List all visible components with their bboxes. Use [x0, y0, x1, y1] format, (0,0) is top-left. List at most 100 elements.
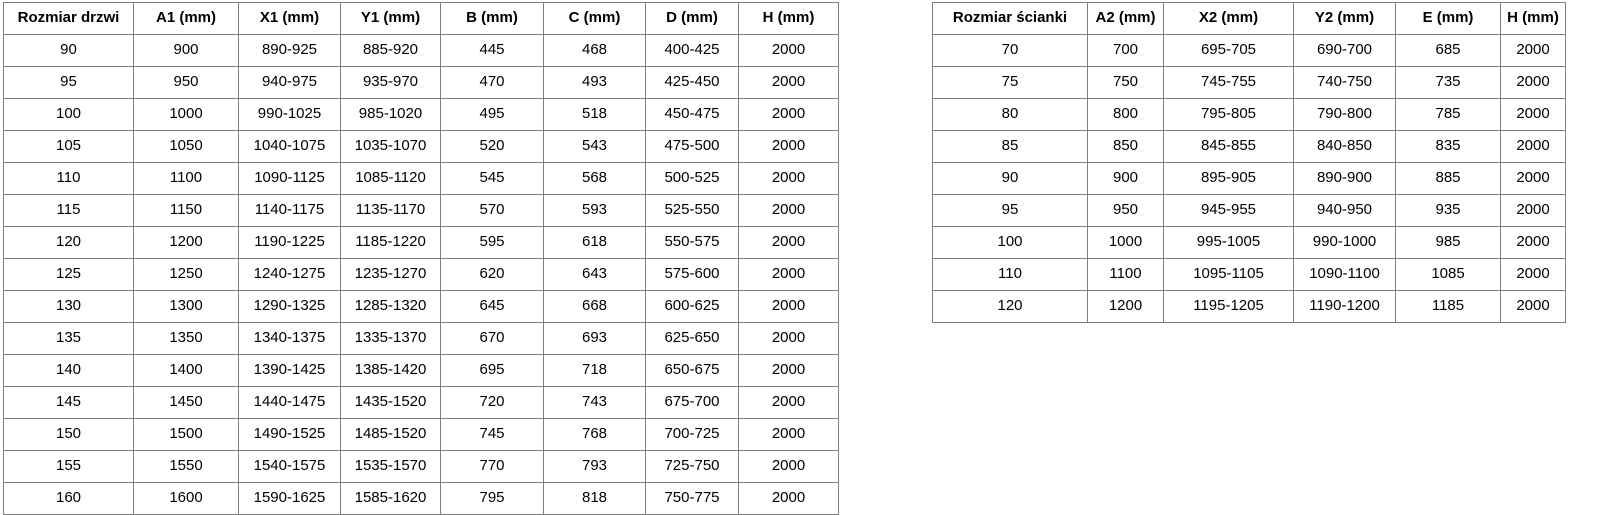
- doors-cell-r5-c3: 1135-1170: [340, 194, 441, 227]
- doors-specification-table: Rozmiar drzwi A1 (mm) X1 (mm) Y1 (mm) B (mm)…: [3, 2, 839, 515]
- walls-cell-r3-c4: 835: [1395, 130, 1501, 163]
- walls-table-body: 70 700 695-705 690-700 685 2000 75 750 745-755 74…: [932, 34, 1566, 323]
- walls-cell-r0-c1: 700: [1087, 34, 1164, 67]
- doors-cell-r3-c4: 520: [440, 130, 544, 163]
- doors-cell-r11-c3: 1435-1520: [340, 386, 441, 419]
- table-row: 105 1050 1040-1075 1035-1070 520 543 475-500 20…: [3, 130, 839, 163]
- doors-column-header-2: X1 (mm): [238, 2, 341, 35]
- doors-cell-r5-c5: 593: [543, 194, 646, 227]
- walls-cell-r6-c2: 995-1005: [1163, 226, 1294, 259]
- doors-cell-r12-c6: 700-725: [645, 418, 739, 451]
- doors-cell-r1-c5: 493: [543, 66, 646, 99]
- walls-cell-r3-c5: 2000: [1500, 130, 1566, 163]
- walls-cell-r2-c5: 2000: [1500, 98, 1566, 131]
- doors-cell-r5-c7: 2000: [738, 194, 839, 227]
- doors-cell-r1-c3: 935-970: [340, 66, 441, 99]
- doors-cell-r6-c4: 595: [440, 226, 544, 259]
- doors-cell-r14-c2: 1590-1625: [238, 482, 341, 515]
- doors-cell-r12-c1: 1500: [133, 418, 239, 451]
- walls-specification-table: Rozmiar ścianki A2 (mm) X2 (mm) Y2 (mm) E (m…: [932, 2, 1566, 323]
- doors-cell-r0-c6: 400-425: [645, 34, 739, 67]
- doors-cell-r9-c3: 1335-1370: [340, 322, 441, 355]
- doors-cell-r7-c5: 643: [543, 258, 646, 291]
- table-row: 115 1150 1140-1175 1135-1170 570 593 525-550 20…: [3, 194, 839, 227]
- doors-cell-r6-c7: 2000: [738, 226, 839, 259]
- walls-cell-r8-c5: 2000: [1500, 290, 1566, 323]
- walls-cell-r4-c1: 900: [1087, 162, 1164, 195]
- doors-cell-r6-c1: 1200: [133, 226, 239, 259]
- walls-cell-r7-c5: 2000: [1500, 258, 1566, 291]
- table-row: 75 750 745-755 740-750 735 2000: [932, 66, 1566, 99]
- doors-cell-r0-c4: 445: [440, 34, 544, 67]
- doors-cell-r8-c2: 1290-1325: [238, 290, 341, 323]
- doors-cell-r3-c2: 1040-1075: [238, 130, 341, 163]
- doors-cell-r7-c3: 1235-1270: [340, 258, 441, 291]
- table-row: 110 1100 1090-1125 1085-1120 545 568 500-525 20…: [3, 162, 839, 195]
- doors-cell-r8-c0: 130: [3, 290, 134, 323]
- doors-cell-r13-c2: 1540-1575: [238, 450, 341, 483]
- walls-table-container: Rozmiar ścianki A2 (mm) X2 (mm) Y2 (mm) E (m…: [932, 2, 1566, 323]
- walls-cell-r6-c0: 100: [932, 226, 1088, 259]
- doors-cell-r5-c6: 525-550: [645, 194, 739, 227]
- doors-cell-r2-c7: 2000: [738, 98, 839, 131]
- doors-cell-r9-c0: 135: [3, 322, 134, 355]
- doors-cell-r8-c3: 1285-1320: [340, 290, 441, 323]
- walls-column-header-0: Rozmiar ścianki: [932, 2, 1088, 35]
- doors-cell-r3-c7: 2000: [738, 130, 839, 163]
- doors-cell-r13-c5: 793: [543, 450, 646, 483]
- table-row: 70 700 695-705 690-700 685 2000: [932, 34, 1566, 67]
- doors-cell-r1-c7: 2000: [738, 66, 839, 99]
- doors-cell-r7-c1: 1250: [133, 258, 239, 291]
- doors-cell-r10-c5: 718: [543, 354, 646, 387]
- doors-cell-r11-c0: 145: [3, 386, 134, 419]
- doors-cell-r11-c2: 1440-1475: [238, 386, 341, 419]
- table-row: 90 900 890-925 885-920 445 468 400-425 2000: [3, 34, 839, 67]
- table-row: 130 1300 1290-1325 1285-1320 645 668 600-625 20…: [3, 290, 839, 323]
- doors-cell-r11-c4: 720: [440, 386, 544, 419]
- table-row: 80 800 795-805 790-800 785 2000: [932, 98, 1566, 131]
- doors-cell-r7-c0: 125: [3, 258, 134, 291]
- doors-cell-r11-c1: 1450: [133, 386, 239, 419]
- walls-cell-r2-c0: 80: [932, 98, 1088, 131]
- table-row: 85 850 845-855 840-850 835 2000: [932, 130, 1566, 163]
- doors-cell-r11-c7: 2000: [738, 386, 839, 419]
- doors-cell-r7-c2: 1240-1275: [238, 258, 341, 291]
- doors-cell-r5-c2: 1140-1175: [238, 194, 341, 227]
- doors-cell-r2-c6: 450-475: [645, 98, 739, 131]
- doors-cell-r5-c0: 115: [3, 194, 134, 227]
- table-row: 110 1100 1095-1105 1090-1100 1085 2000: [932, 258, 1566, 291]
- doors-cell-r2-c3: 985-1020: [340, 98, 441, 131]
- walls-cell-r8-c1: 1200: [1087, 290, 1164, 323]
- walls-header-row: Rozmiar ścianki A2 (mm) X2 (mm) Y2 (mm) E (m…: [932, 2, 1566, 35]
- walls-cell-r5-c3: 940-950: [1293, 194, 1396, 227]
- doors-cell-r3-c3: 1035-1070: [340, 130, 441, 163]
- doors-cell-r13-c6: 725-750: [645, 450, 739, 483]
- walls-cell-r2-c4: 785: [1395, 98, 1501, 131]
- walls-cell-r7-c4: 1085: [1395, 258, 1501, 291]
- doors-cell-r13-c7: 2000: [738, 450, 839, 483]
- walls-cell-r1-c4: 735: [1395, 66, 1501, 99]
- doors-cell-r1-c2: 940-975: [238, 66, 341, 99]
- doors-cell-r8-c7: 2000: [738, 290, 839, 323]
- walls-cell-r0-c3: 690-700: [1293, 34, 1396, 67]
- doors-cell-r4-c1: 1100: [133, 162, 239, 195]
- doors-header-row: Rozmiar drzwi A1 (mm) X1 (mm) Y1 (mm) B (mm)…: [3, 2, 839, 35]
- table-row: 120 1200 1195-1205 1190-1200 1185 2000: [932, 290, 1566, 323]
- doors-cell-r9-c5: 693: [543, 322, 646, 355]
- walls-cell-r7-c3: 1090-1100: [1293, 258, 1396, 291]
- walls-cell-r3-c0: 85: [932, 130, 1088, 163]
- doors-cell-r9-c1: 1350: [133, 322, 239, 355]
- doors-cell-r14-c7: 2000: [738, 482, 839, 515]
- doors-cell-r6-c2: 1190-1225: [238, 226, 341, 259]
- doors-cell-r12-c4: 745: [440, 418, 544, 451]
- doors-cell-r6-c5: 618: [543, 226, 646, 259]
- doors-cell-r3-c6: 475-500: [645, 130, 739, 163]
- doors-cell-r10-c1: 1400: [133, 354, 239, 387]
- walls-cell-r1-c0: 75: [932, 66, 1088, 99]
- walls-cell-r5-c1: 950: [1087, 194, 1164, 227]
- doors-cell-r9-c6: 625-650: [645, 322, 739, 355]
- table-row: 100 1000 995-1005 990-1000 985 2000: [932, 226, 1566, 259]
- doors-cell-r4-c6: 500-525: [645, 162, 739, 195]
- doors-cell-r14-c3: 1585-1620: [340, 482, 441, 515]
